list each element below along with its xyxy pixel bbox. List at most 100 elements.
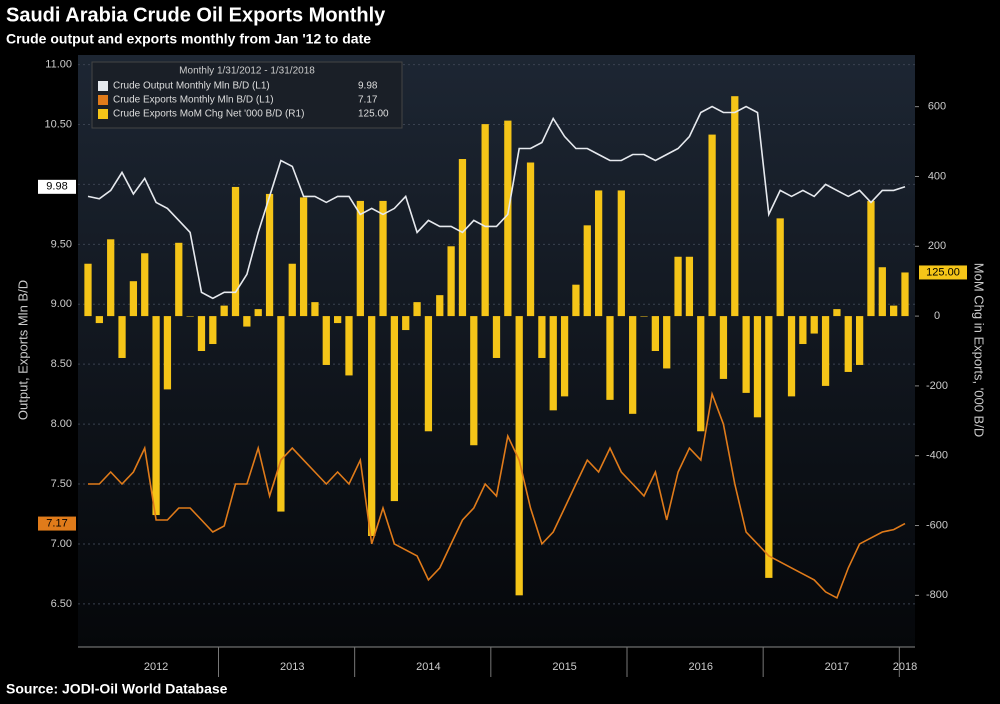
- line: [88, 391, 906, 600]
- bar: [708, 134, 716, 317]
- bar: [617, 190, 625, 317]
- bar: [379, 200, 387, 317]
- bar: [878, 267, 886, 317]
- legend-swatch: [98, 109, 108, 119]
- bar: [209, 316, 217, 345]
- legend-label: Crude Exports MoM Chg Net '000 B/D (R1): [113, 109, 304, 120]
- chart-subtitle: Crude output and exports monthly from Ja…: [6, 31, 371, 47]
- bar: [95, 316, 103, 324]
- bar: [197, 316, 206, 351]
- bar: [526, 162, 535, 317]
- x-tick-label: 2012: [144, 661, 168, 673]
- bar: [833, 309, 841, 317]
- y-tick-label: 6.50: [51, 598, 72, 610]
- bar: [334, 316, 342, 324]
- bar: [141, 253, 149, 317]
- bar: [606, 316, 614, 400]
- bar: [810, 316, 818, 334]
- bar: [515, 316, 523, 596]
- line: [87, 105, 906, 300]
- chart-title: Saudi Arabia Crude Oil Exports Monthly: [6, 4, 386, 26]
- x-tick-label: 2014: [416, 661, 440, 673]
- bar: [663, 316, 671, 369]
- bar: [560, 316, 569, 397]
- x-tick-label: 2016: [689, 661, 713, 673]
- bar: [685, 256, 694, 317]
- bar: [299, 197, 308, 317]
- bar: [787, 316, 796, 397]
- bar: [583, 225, 591, 317]
- bar: [413, 302, 421, 317]
- legend-swatch: [98, 81, 108, 91]
- value-tag-label: 7.17: [46, 517, 67, 529]
- bar: [447, 246, 455, 317]
- legend-box: [91, 61, 403, 129]
- bar: [129, 281, 138, 317]
- bar: [118, 316, 126, 358]
- bar: [402, 316, 410, 331]
- bar: [629, 316, 637, 414]
- y-tick-label: 8.00: [51, 418, 72, 430]
- value-tag: [38, 179, 76, 194]
- y2-tick-label: 400: [928, 170, 946, 182]
- bar: [492, 316, 501, 358]
- legend-value: 125.00: [358, 109, 389, 120]
- bar: [163, 316, 172, 390]
- bar: [265, 193, 274, 317]
- bar: [458, 159, 467, 317]
- bar: [844, 316, 852, 372]
- value-tag-label: 125.00: [926, 266, 960, 278]
- bar: [890, 305, 898, 317]
- bar: [481, 124, 489, 317]
- bar: [345, 316, 353, 376]
- legend-label: Crude Output Monthly Mln B/D (L1): [113, 81, 270, 92]
- bar: [765, 316, 773, 578]
- x-tick-label: 2017: [825, 661, 849, 673]
- y-tick-label: 9.50: [51, 238, 72, 250]
- bar: [84, 263, 92, 317]
- bar: [368, 316, 376, 536]
- value-tag: [919, 265, 967, 280]
- bar: [243, 316, 251, 327]
- y2-tick-label: -400: [926, 450, 948, 462]
- y-tick-label: 10.50: [44, 118, 72, 130]
- bar: [322, 316, 330, 365]
- legend-swatch: [98, 95, 108, 105]
- y2-tick-label: -600: [926, 519, 948, 531]
- bar: [436, 295, 444, 317]
- y2-tick-label: 0: [934, 310, 940, 322]
- legend-title: Monthly 1/31/2012 - 1/31/2018: [179, 66, 315, 77]
- value-tag-label: 9.98: [46, 181, 67, 193]
- y-tick-label: 7.50: [51, 478, 72, 490]
- bar: [390, 316, 399, 502]
- bar: [731, 96, 739, 317]
- bar: [254, 309, 262, 317]
- bar: [311, 302, 319, 317]
- bar: [549, 316, 557, 411]
- bar: [640, 316, 648, 317]
- bar: [799, 316, 807, 345]
- bar: [697, 316, 705, 432]
- bar: [504, 120, 512, 317]
- bar: [855, 316, 864, 365]
- bar: [776, 218, 784, 317]
- legend-value: 9.98: [358, 81, 378, 92]
- legend-label: Crude Exports Monthly Mln B/D (L1): [113, 95, 274, 106]
- legend: Monthly 1/31/2012 - 1/31/2018 Crude Outp…: [91, 61, 403, 129]
- bar: [651, 316, 659, 351]
- y2-axis-label: MoM Chg in Exports, '000 B/D: [972, 263, 987, 437]
- bar: [572, 284, 580, 317]
- y-tick-label: 8.50: [51, 358, 72, 370]
- bar: [719, 316, 728, 379]
- y-tick-label: 9.00: [51, 298, 72, 310]
- bar: [220, 305, 228, 317]
- bar: [901, 272, 909, 317]
- bar: [288, 263, 296, 317]
- y2-tick-label: 600: [928, 101, 946, 113]
- bar: [753, 316, 762, 418]
- y2-tick-label: -200: [926, 380, 948, 392]
- bar: [867, 200, 875, 317]
- source: Source: JODI-Oil World Database: [6, 681, 228, 697]
